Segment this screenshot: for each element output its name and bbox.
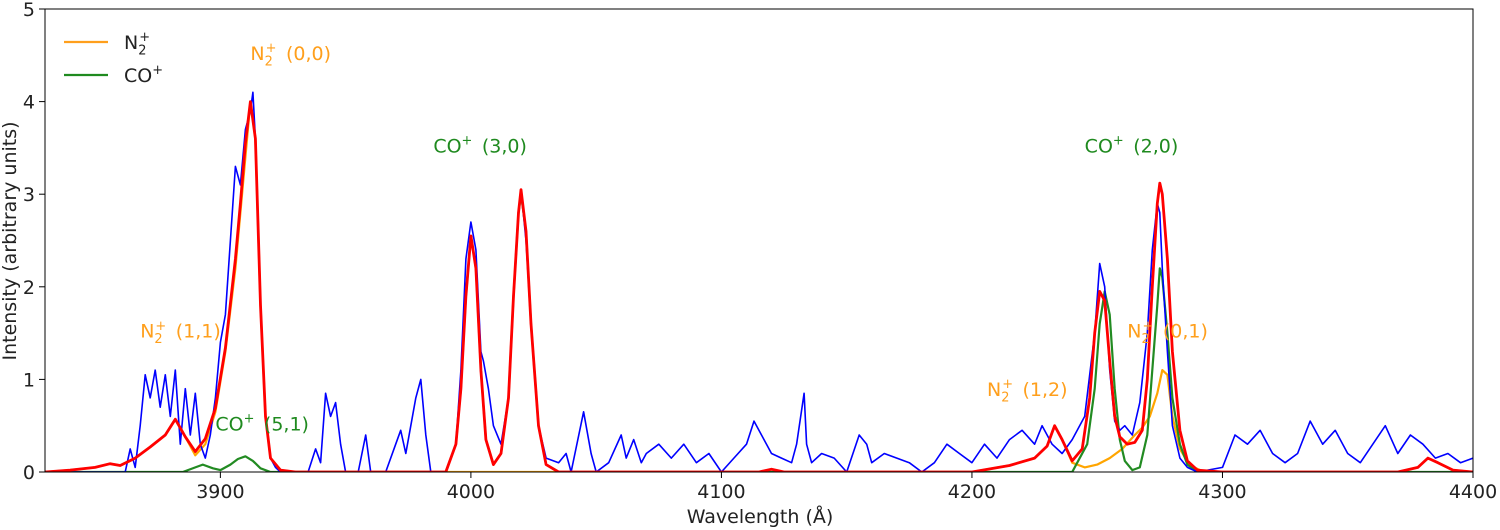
- plot-frame: [44, 8, 1474, 473]
- peak-annotation: CO+ (3,0): [433, 134, 527, 158]
- x-tick-label: 4200: [948, 481, 996, 503]
- peak-annotation: N2+ (0,0): [250, 41, 331, 69]
- legend-label: N2+: [124, 30, 150, 58]
- peak-annotation: N2+ (1,1): [140, 319, 221, 347]
- peak-annotation: CO+ (2,0): [1085, 134, 1179, 158]
- x-tick-label: 4300: [1198, 481, 1246, 503]
- x-axis: 3900 4000 4100 4200 4300 4400: [196, 472, 1497, 503]
- x-tick-label: 4400: [1449, 481, 1497, 503]
- y-tick-label: 0: [23, 462, 35, 484]
- y-axis-label: Intensity (arbitrary units): [0, 121, 21, 360]
- peak-annotation: CO+ (5,1): [215, 411, 309, 435]
- series-line-total-model: [45, 100, 1473, 472]
- x-tick-label: 4000: [447, 481, 495, 503]
- y-tick-label: 5: [23, 0, 35, 21]
- annotations: N2+ (0,0) N2+ (1,1) CO+ (5,1) CO+ (3,0) CO+ (2,0)…: [140, 41, 1208, 435]
- y-tick-label: 1: [23, 369, 35, 391]
- peak-annotation: N2+ (1,2): [987, 377, 1068, 405]
- y-tick-label: 4: [23, 92, 35, 114]
- x-axis-label: Wavelength (Å): [687, 505, 834, 528]
- legend-label: CO+: [124, 63, 163, 87]
- y-tick-label: 3: [23, 184, 35, 206]
- legend: N2+ CO+: [64, 30, 163, 87]
- y-tick-label: 2: [23, 277, 35, 299]
- y-axis: 0 1 2 3 4 5: [23, 0, 45, 484]
- peak-annotation: N2+ (0,1): [1127, 319, 1208, 347]
- x-tick-label: 3900: [196, 481, 244, 503]
- x-tick-label: 4100: [697, 481, 745, 503]
- plot-lines: [45, 91, 1473, 472]
